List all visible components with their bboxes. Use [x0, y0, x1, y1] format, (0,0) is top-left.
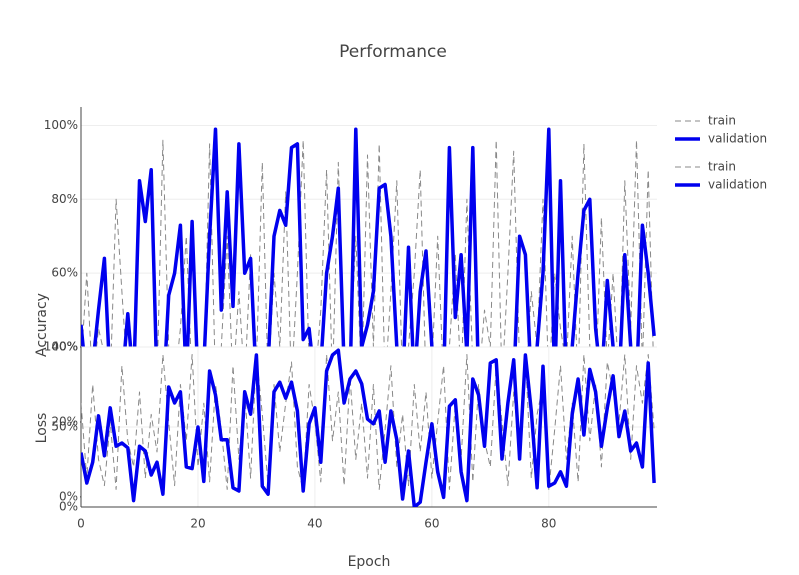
y2-tick-label: 0%	[59, 489, 78, 503]
y-tick-label: 50%	[51, 420, 78, 434]
y-tick-label: 100%	[44, 340, 78, 354]
x-tick-label: 40	[307, 517, 322, 531]
x-tick-label: 0	[77, 517, 85, 531]
legend-label: train	[708, 160, 736, 174]
legend-label: train	[708, 114, 736, 128]
y-tick-label: 0%	[59, 500, 78, 514]
x-tick-label: 20	[190, 517, 205, 531]
line	[81, 348, 656, 507]
x-axis-title: Epoch	[348, 554, 391, 570]
legend-label: validation	[708, 132, 767, 146]
x-tick-label: 80	[541, 517, 556, 531]
line	[81, 139, 654, 347]
y2-tick-label: 20%	[51, 414, 78, 428]
legend-label: validation	[708, 178, 767, 192]
y-tick-label: 40%	[51, 340, 78, 354]
y-axis-title: Accuracy	[34, 293, 50, 357]
chart-title: Performance	[339, 42, 447, 62]
x-tick-label: 60	[424, 517, 439, 531]
y-tick-label: 100%	[44, 118, 78, 132]
line	[81, 354, 655, 490]
y-tick-label: 60%	[51, 266, 78, 280]
y2-tick-label: 40%	[51, 340, 78, 354]
y-tick-label: 80%	[51, 192, 78, 206]
line	[81, 127, 656, 347]
y-axis-title: Loss	[34, 413, 50, 444]
